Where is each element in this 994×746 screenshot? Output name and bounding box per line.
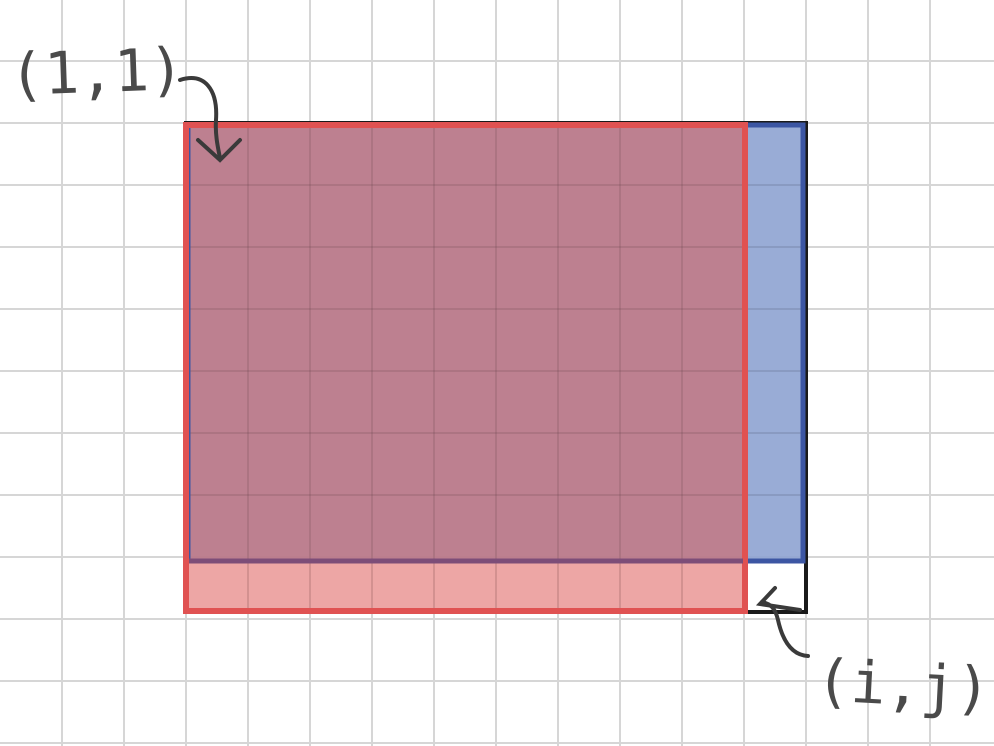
grid-overlay	[186, 123, 806, 612]
top-left-arrow	[178, 76, 242, 163]
bottom-right-arrow	[755, 586, 810, 658]
bottom-right-label: (i,j)	[814, 646, 992, 723]
red-rectangle	[183, 122, 748, 614]
red-rectangle-strip	[186, 561, 745, 611]
overlap-region	[186, 125, 745, 561]
top-left-label: (1,1)	[8, 35, 185, 109]
blue-rectangle-strip	[745, 125, 804, 561]
